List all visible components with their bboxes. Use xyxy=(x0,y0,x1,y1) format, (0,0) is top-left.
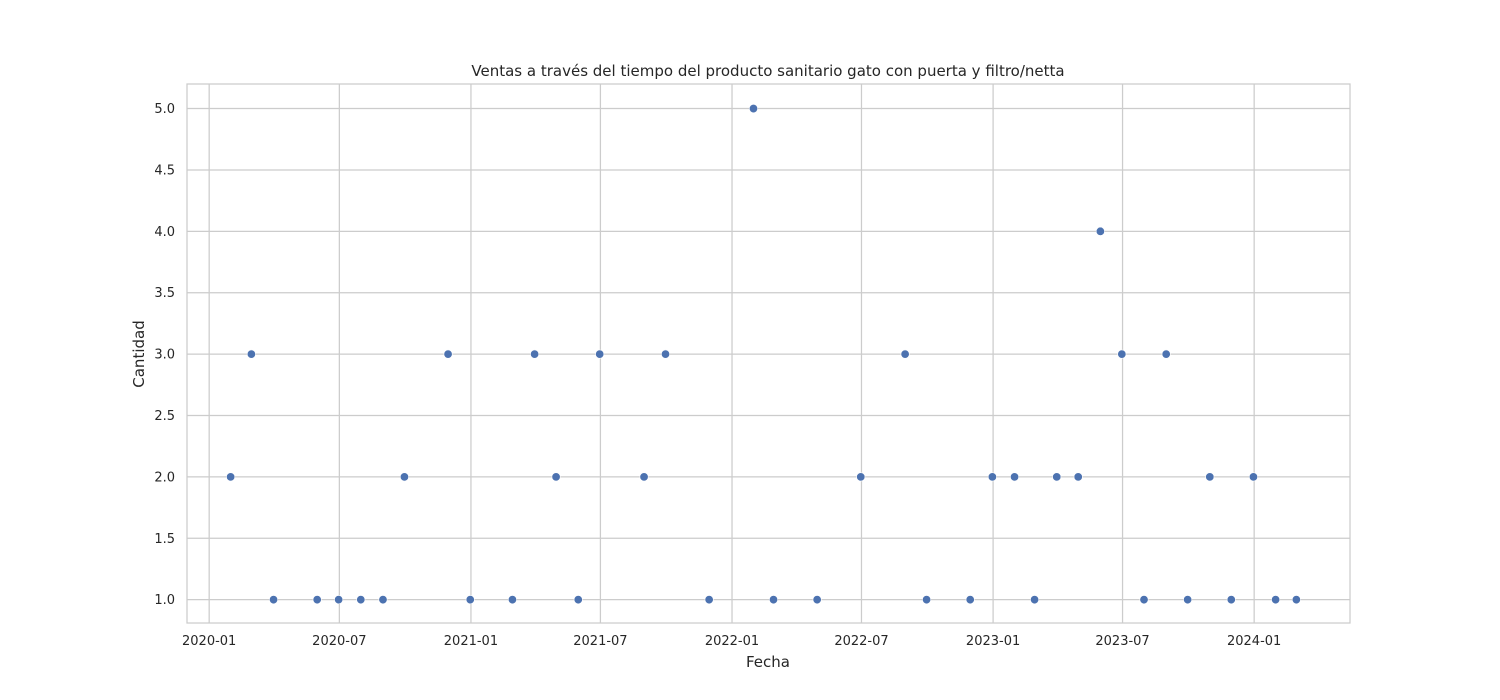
data-point xyxy=(312,595,322,605)
y-tick-label: 4.0 xyxy=(154,225,175,240)
data-point xyxy=(922,595,932,605)
data-point xyxy=(507,595,517,605)
y-tick-label: 3.5 xyxy=(154,286,175,301)
x-tick-label: 2022-07 xyxy=(834,634,888,649)
data-point xyxy=(769,595,779,605)
data-point xyxy=(530,349,540,359)
x-tick-labels: 2020-01 2020-07 2021-01 2021-07 2022-01 2022-… xyxy=(182,634,1281,649)
y-tick-label: 4.5 xyxy=(154,163,175,178)
y-tick-label: 3.0 xyxy=(154,348,175,363)
data-point xyxy=(1271,595,1281,605)
data-point xyxy=(378,595,388,605)
data-point xyxy=(1226,595,1236,605)
y-tick-label: 2.5 xyxy=(154,409,175,424)
data-point xyxy=(573,595,583,605)
data-point xyxy=(1183,595,1193,605)
data-points xyxy=(226,104,1301,605)
data-point xyxy=(1095,226,1105,236)
data-point xyxy=(748,104,758,114)
data-point xyxy=(269,595,279,605)
grid-lines xyxy=(187,84,1350,623)
data-point xyxy=(1139,595,1149,605)
data-point xyxy=(246,349,256,359)
data-point xyxy=(595,349,605,359)
x-tick-label: 2020-07 xyxy=(312,634,366,649)
x-tick-label: 2022-01 xyxy=(705,634,759,649)
data-point xyxy=(704,595,714,605)
y-axis-label: Cantidad xyxy=(130,320,148,387)
data-point xyxy=(551,472,561,482)
y-tick-label: 1.0 xyxy=(154,593,175,608)
y-tick-label: 1.5 xyxy=(154,532,175,547)
data-point xyxy=(226,472,236,482)
data-point xyxy=(1291,595,1301,605)
data-point xyxy=(1205,472,1215,482)
data-point xyxy=(1117,349,1127,359)
x-tick-label: 2024-01 xyxy=(1227,634,1281,649)
x-tick-label: 2021-07 xyxy=(573,634,627,649)
data-point xyxy=(443,349,453,359)
data-point xyxy=(661,349,671,359)
x-tick-label: 2021-01 xyxy=(444,634,498,649)
data-point xyxy=(1161,349,1171,359)
data-point xyxy=(1010,472,1020,482)
data-point xyxy=(812,595,822,605)
data-point xyxy=(334,595,344,605)
plot-frame xyxy=(186,83,1351,624)
x-tick-label: 2020-01 xyxy=(182,634,236,649)
x-tick-label: 2023-01 xyxy=(966,634,1020,649)
data-point xyxy=(1030,595,1040,605)
x-axis-label: Fecha xyxy=(746,653,790,671)
data-point xyxy=(1248,472,1258,482)
data-point xyxy=(900,349,910,359)
chart-title: Ventas a través del tiempo del producto … xyxy=(471,62,1064,80)
data-point xyxy=(856,472,866,482)
data-point xyxy=(356,595,366,605)
data-point xyxy=(987,472,997,482)
y-tick-labels: 1.0 1.5 2.0 2.5 3.0 3.5 4.0 4.5 5.0 xyxy=(154,102,175,608)
data-point xyxy=(1052,472,1062,482)
data-point xyxy=(965,595,975,605)
data-point xyxy=(639,472,649,482)
data-point xyxy=(399,472,409,482)
data-point xyxy=(1073,472,1083,482)
y-tick-label: 2.0 xyxy=(154,470,175,485)
y-tick-label: 5.0 xyxy=(154,102,175,117)
x-tick-label: 2023-07 xyxy=(1095,634,1149,649)
data-point xyxy=(465,595,475,605)
